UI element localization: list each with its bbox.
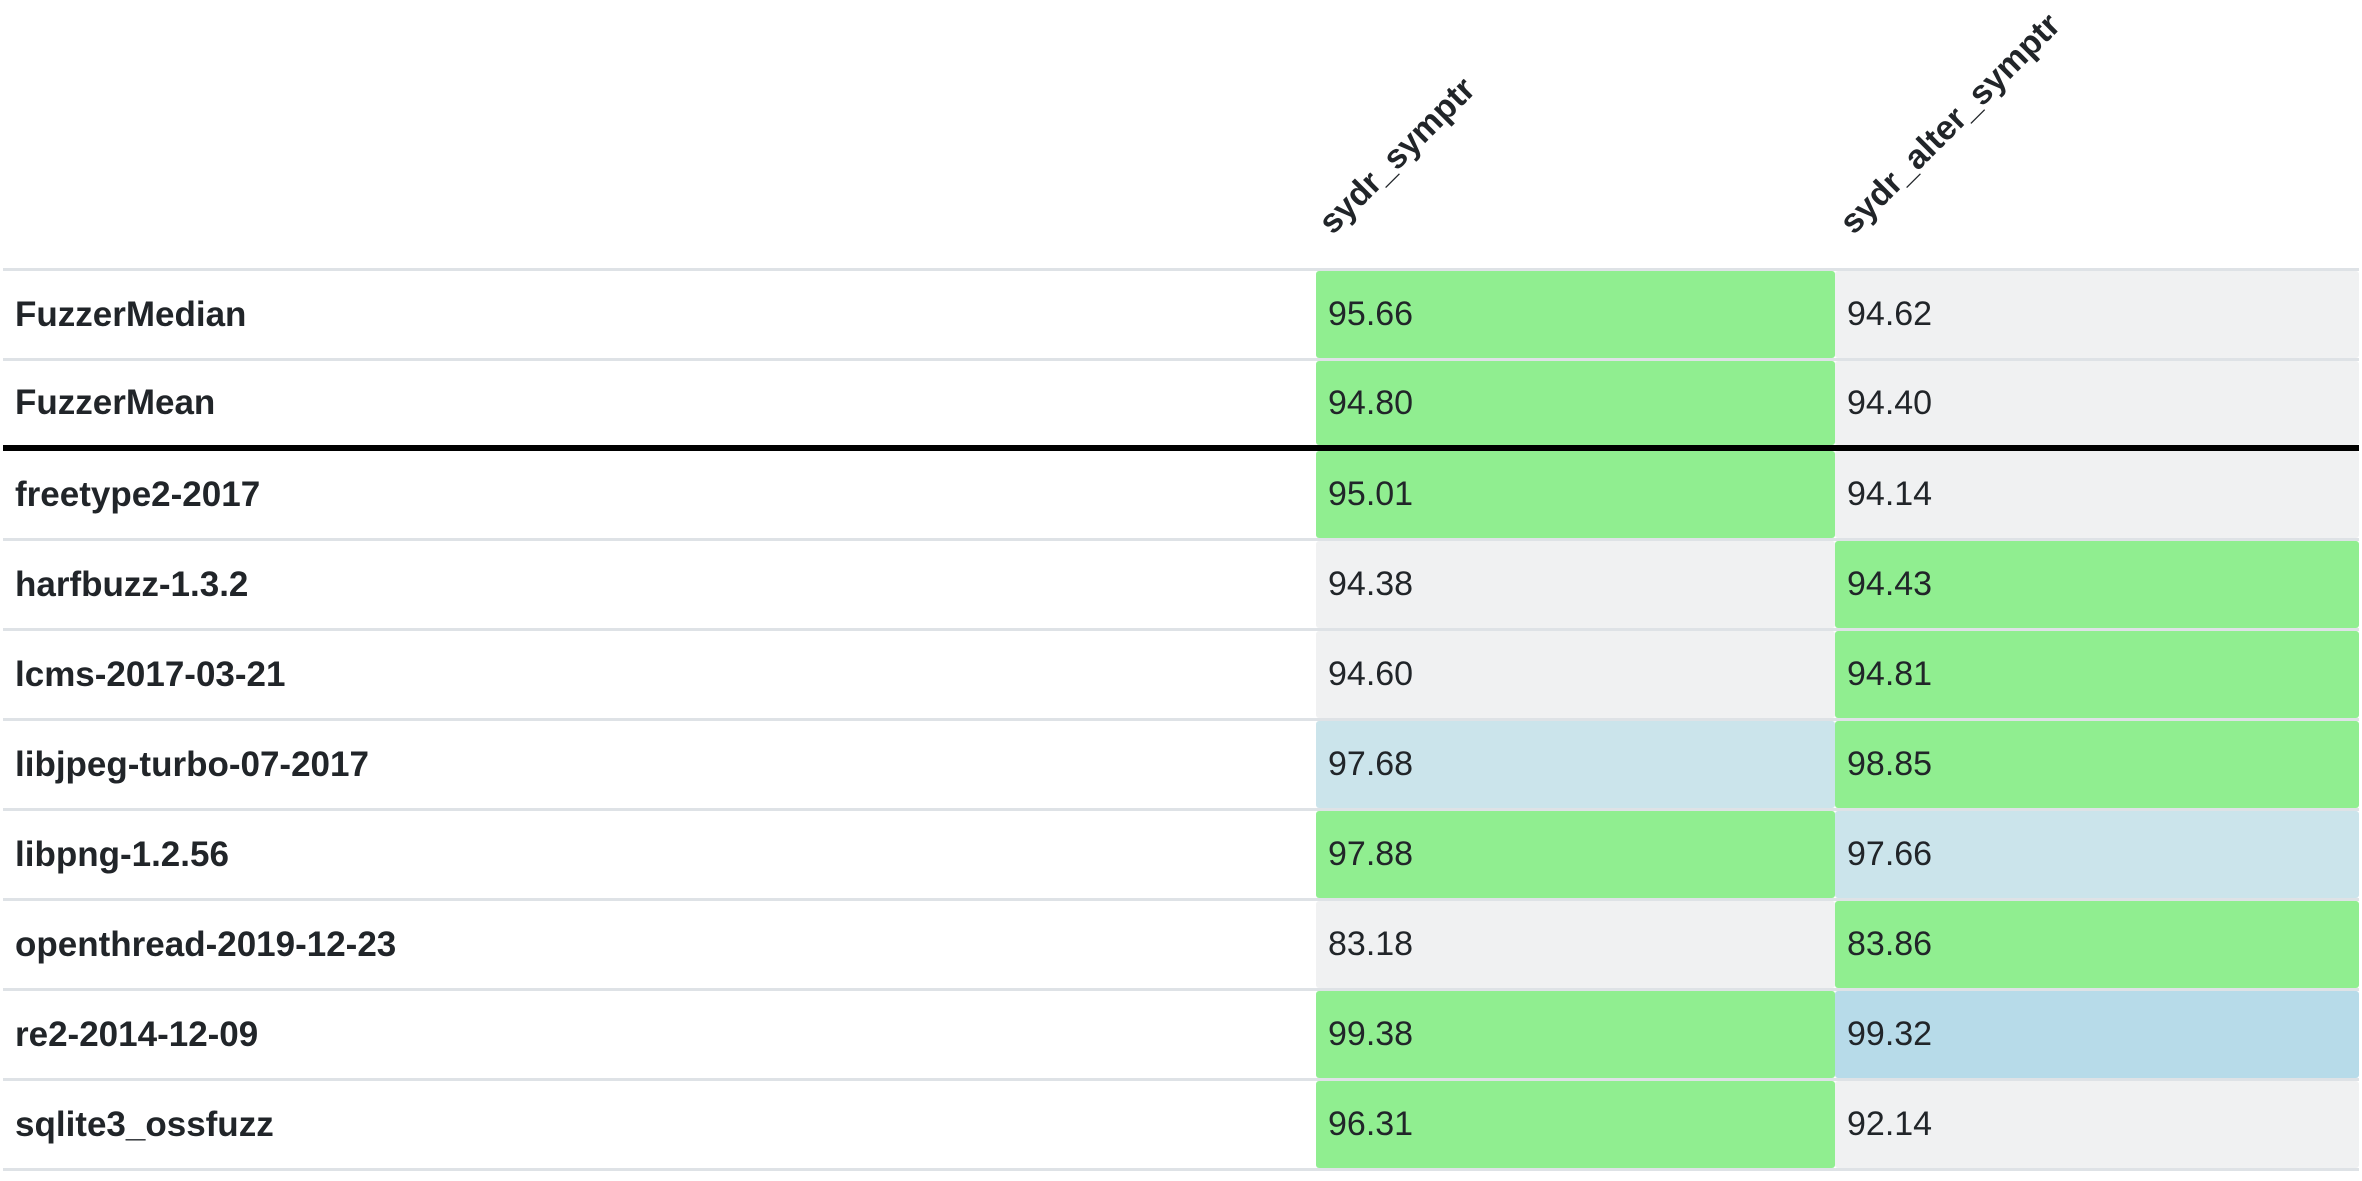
- table-row: lcms-2017-03-21 94.60 94.81: [3, 631, 2359, 721]
- table-row: FuzzerMean 94.80 94.40: [3, 361, 2359, 451]
- value-cell: 94.43: [1835, 541, 2359, 628]
- column-header-sydr-symptr[interactable]: sydr_symptr: [1311, 70, 1483, 242]
- value-cell: 95.01: [1316, 451, 1835, 538]
- value-cell: 83.18: [1316, 901, 1835, 988]
- table-row: re2-2014-12-09 99.38 99.32: [3, 991, 2359, 1081]
- table-row: sqlite3_ossfuzz 96.31 92.14: [3, 1081, 2359, 1171]
- value-cell: 99.38: [1316, 991, 1835, 1078]
- value-cell: 97.88: [1316, 811, 1835, 898]
- table-header: sydr_symptr sydr_alter_symptr: [3, 0, 2359, 271]
- value-cell: 97.66: [1835, 811, 2359, 898]
- table-row: openthread-2019-12-23 83.18 83.86: [3, 901, 2359, 991]
- value-cell: 92.14: [1835, 1081, 2359, 1168]
- row-label: harfbuzz-1.3.2: [15, 564, 249, 604]
- row-label: libpng-1.2.56: [15, 834, 229, 874]
- row-label: openthread-2019-12-23: [15, 924, 397, 964]
- row-label: FuzzerMedian: [15, 294, 247, 334]
- value-cell: 94.60: [1316, 631, 1835, 718]
- value-cell: 97.68: [1316, 721, 1835, 808]
- table-row: libpng-1.2.56 97.88 97.66: [3, 811, 2359, 901]
- coverage-table: sydr_symptr sydr_alter_symptr FuzzerMedi…: [3, 0, 2359, 1171]
- value-cell: 94.62: [1835, 271, 2359, 358]
- column-header-sydr-alter-symptr[interactable]: sydr_alter_symptr: [1832, 5, 2068, 242]
- row-label: FuzzerMean: [15, 383, 216, 422]
- value-cell: 94.80: [1316, 361, 1835, 445]
- value-cell: 99.32: [1835, 991, 2359, 1078]
- table-row: FuzzerMedian 95.66 94.62: [3, 271, 2359, 361]
- row-label: lcms-2017-03-21: [15, 654, 286, 694]
- row-label: sqlite3_ossfuzz: [15, 1104, 274, 1144]
- table-row: freetype2-2017 95.01 94.14: [3, 451, 2359, 541]
- table-row: libjpeg-turbo-07-2017 97.68 98.85: [3, 721, 2359, 811]
- row-label: freetype2-2017: [15, 474, 261, 514]
- value-cell: 94.14: [1835, 451, 2359, 538]
- row-label: libjpeg-turbo-07-2017: [15, 744, 369, 784]
- value-cell: 96.31: [1316, 1081, 1835, 1168]
- value-cell: 94.38: [1316, 541, 1835, 628]
- value-cell: 94.81: [1835, 631, 2359, 718]
- value-cell: 98.85: [1835, 721, 2359, 808]
- row-label: re2-2014-12-09: [15, 1014, 259, 1054]
- value-cell: 83.86: [1835, 901, 2359, 988]
- table-row: harfbuzz-1.3.2 94.38 94.43: [3, 541, 2359, 631]
- value-cell: 95.66: [1316, 271, 1835, 358]
- value-cell: 94.40: [1835, 361, 2359, 445]
